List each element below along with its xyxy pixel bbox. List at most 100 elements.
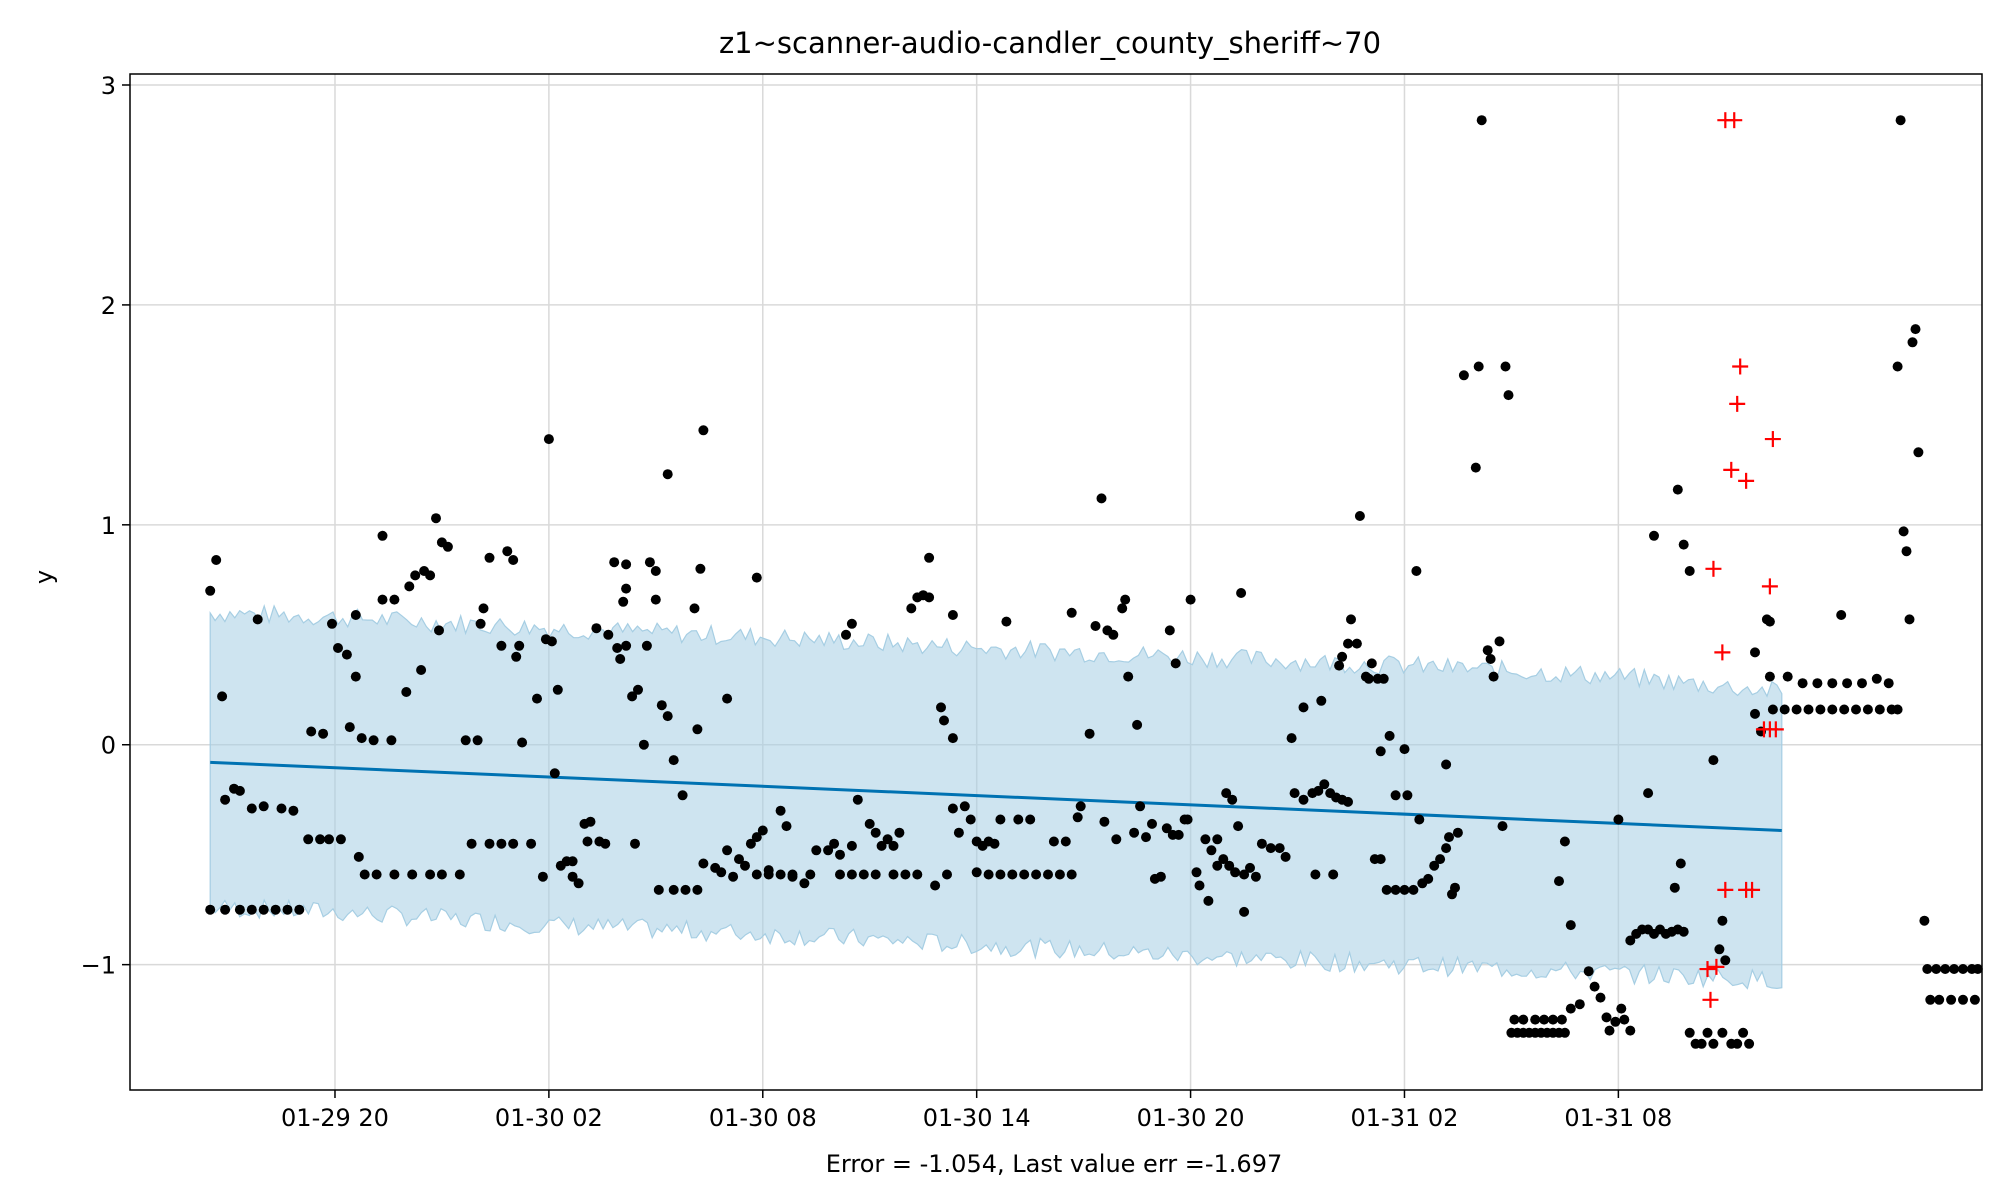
observed-point <box>1678 926 1689 937</box>
observed-point <box>1117 603 1128 614</box>
observed-point <box>900 869 911 880</box>
observed-point <box>234 785 245 796</box>
observed-point <box>1675 858 1686 869</box>
observed-point <box>1509 1014 1520 1025</box>
observed-point <box>425 869 436 880</box>
observed-point <box>1613 814 1624 825</box>
observed-point <box>288 805 299 816</box>
observed-point <box>1910 324 1921 335</box>
observed-point <box>621 640 632 651</box>
observed-point <box>1141 832 1151 843</box>
observed-point <box>823 845 834 856</box>
observed-point <box>359 869 370 880</box>
observed-point <box>1236 588 1247 598</box>
observed-point <box>1874 704 1885 715</box>
observed-point <box>401 687 412 697</box>
observed-point <box>306 726 317 737</box>
observed-point <box>995 814 1006 825</box>
observed-point <box>787 869 798 880</box>
observed-point <box>621 583 632 594</box>
observed-point <box>1411 566 1422 576</box>
observed-point <box>734 854 744 865</box>
observed-point <box>1233 821 1244 832</box>
observed-point <box>514 640 525 651</box>
observed-point <box>1173 829 1184 840</box>
observed-point <box>1839 704 1850 715</box>
observed-point <box>1589 981 1600 992</box>
observed-point <box>1827 704 1838 715</box>
observed-point <box>1084 728 1095 739</box>
observed-point <box>1399 884 1410 895</box>
observed-point <box>246 904 257 915</box>
future-point <box>1723 461 1740 478</box>
observed-point <box>478 603 489 614</box>
observed-point <box>341 649 352 660</box>
x-axis-label: Error = -1.054, Last value err =-1.697 <box>826 1150 1282 1178</box>
observed-point <box>1797 678 1808 689</box>
observed-point <box>835 869 845 880</box>
observed-point <box>475 618 486 629</box>
future-point <box>1764 431 1781 448</box>
future-point <box>1714 644 1731 661</box>
observed-point <box>1182 814 1193 825</box>
observed-point <box>1530 1014 1541 1025</box>
y-tick-label: 1 <box>101 512 116 540</box>
observed-point <box>220 904 231 915</box>
observed-point <box>781 821 792 832</box>
observed-point <box>698 858 709 869</box>
observed-point <box>517 737 528 748</box>
observed-point <box>1702 1027 1713 1038</box>
future-point <box>1729 395 1746 412</box>
observed-point <box>1090 621 1101 631</box>
observed-point <box>1857 678 1867 689</box>
observed-point <box>846 618 857 629</box>
observed-point <box>1678 539 1689 550</box>
y-tick-label: 2 <box>101 292 116 320</box>
observed-point <box>1898 526 1909 537</box>
observed-point <box>924 592 935 603</box>
observed-point <box>942 869 952 880</box>
observed-point <box>407 869 418 880</box>
observed-point <box>947 733 958 744</box>
future-point <box>1726 112 1743 129</box>
observed-point <box>745 838 756 849</box>
observed-point <box>677 790 688 801</box>
observed-point <box>1031 869 1042 880</box>
observed-point <box>1892 704 1903 715</box>
observed-point <box>431 513 441 524</box>
observed-point <box>389 869 400 880</box>
observed-point <box>1619 1014 1630 1025</box>
observed-point <box>1132 719 1143 730</box>
observed-point <box>425 570 436 581</box>
observed-point <box>1230 867 1241 878</box>
observed-point <box>641 640 652 651</box>
observed-point <box>327 618 337 629</box>
observed-point <box>1871 673 1882 684</box>
observed-point <box>930 880 941 891</box>
observed-point <box>1310 869 1321 880</box>
observed-point <box>1901 546 1912 557</box>
observed-point <box>936 702 946 713</box>
observed-point <box>983 869 994 880</box>
observed-point <box>1744 1038 1755 1049</box>
observed-point <box>502 546 513 557</box>
future-point <box>1767 721 1784 738</box>
observed-point <box>1485 654 1496 664</box>
observed-point <box>1203 895 1214 906</box>
y-tick-label: 0 <box>101 732 116 760</box>
observed-point <box>350 610 361 620</box>
observed-point <box>1060 836 1071 847</box>
x-tick-label: 01-31 02 <box>1351 1104 1459 1132</box>
observed-point <box>217 691 228 702</box>
observed-point <box>1381 884 1392 895</box>
observed-point <box>668 755 679 766</box>
observed-point <box>1399 744 1410 755</box>
observed-point <box>591 623 602 634</box>
observed-point <box>603 629 614 640</box>
observed-point <box>1390 884 1401 895</box>
observed-point <box>1625 935 1636 946</box>
observed-point <box>315 834 326 845</box>
observed-point <box>852 794 863 805</box>
observed-point <box>1972 964 1983 974</box>
